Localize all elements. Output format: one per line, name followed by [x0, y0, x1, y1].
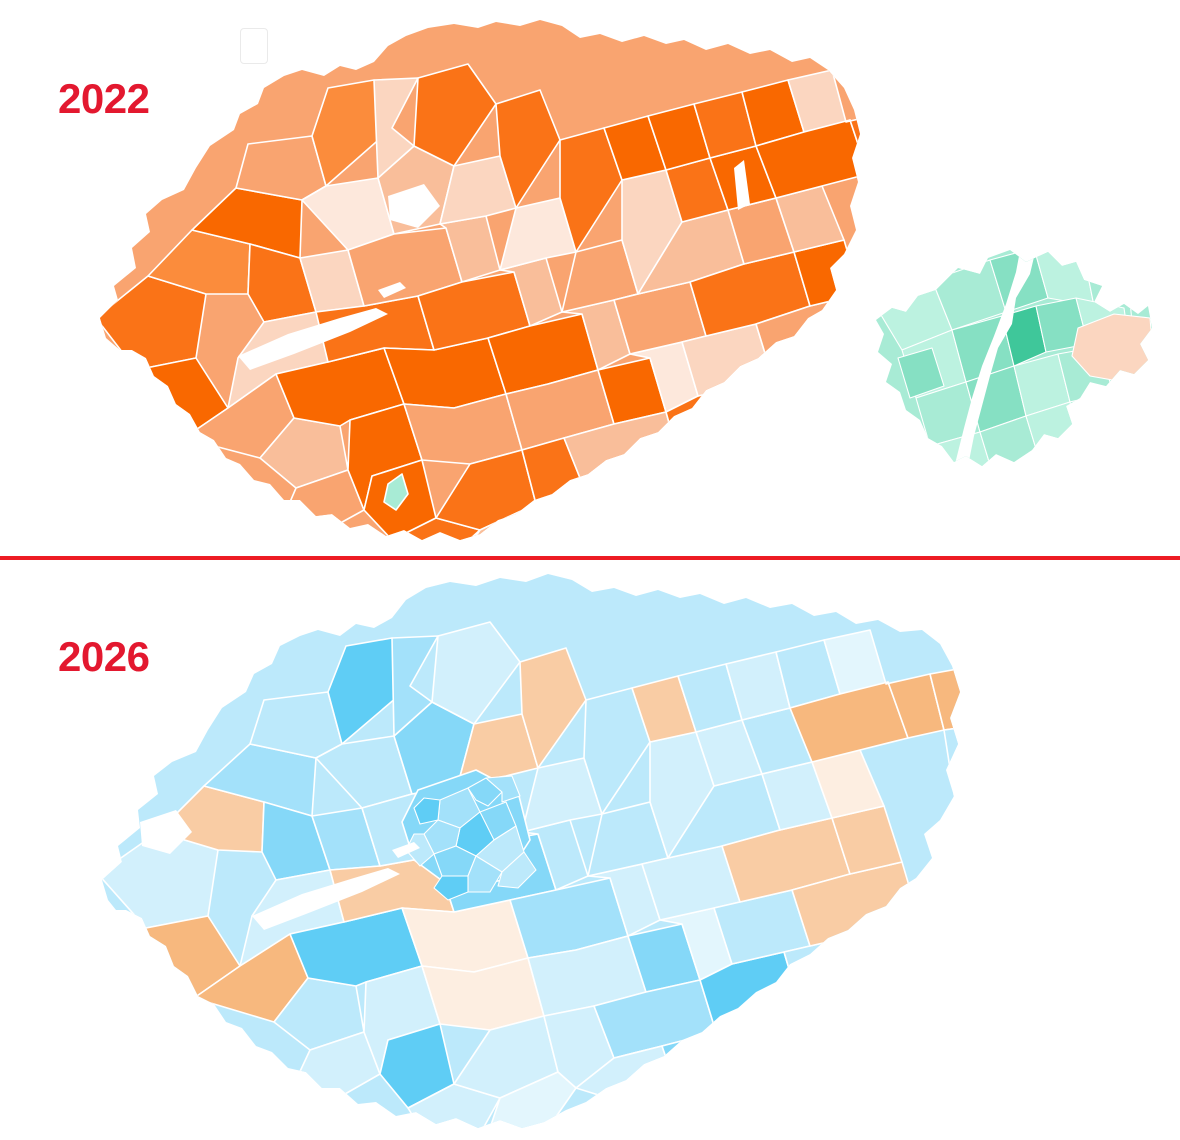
white-notch-2026 [140, 810, 192, 854]
map-2026-main [102, 574, 960, 1128]
lake-balaton-2022 [238, 308, 388, 370]
budapest-districts-2022 [876, 250, 1152, 466]
panel-divider [0, 556, 1180, 560]
panel-2026: 2026 [0, 562, 1180, 1140]
budapest-districts-2026 [402, 770, 536, 900]
white-notch-2022 [388, 184, 440, 228]
map-2022-main [100, 20, 860, 540]
green-enclave-small-2022 [672, 432, 688, 452]
lake-velence-2026 [392, 842, 420, 858]
hungary-regions-2026 [102, 574, 960, 1128]
map-2022-budapest-inset [876, 250, 1152, 466]
ghost-placeholder-box [240, 28, 268, 64]
hungary-regions-2022 [100, 20, 860, 540]
panel-2022: 2022 [0, 0, 1180, 558]
lake-velence-2022 [378, 282, 406, 298]
green-enclave-pecs-2022 [384, 474, 408, 510]
green-enclave-szeged-2022 [682, 446, 710, 476]
lake-balaton-2026 [252, 868, 400, 930]
year-label-2026: 2026 [58, 633, 150, 680]
white-sliver-north-2022 [734, 160, 750, 210]
year-label-2022: 2022 [58, 75, 150, 122]
danube-2022 [948, 250, 1038, 466]
